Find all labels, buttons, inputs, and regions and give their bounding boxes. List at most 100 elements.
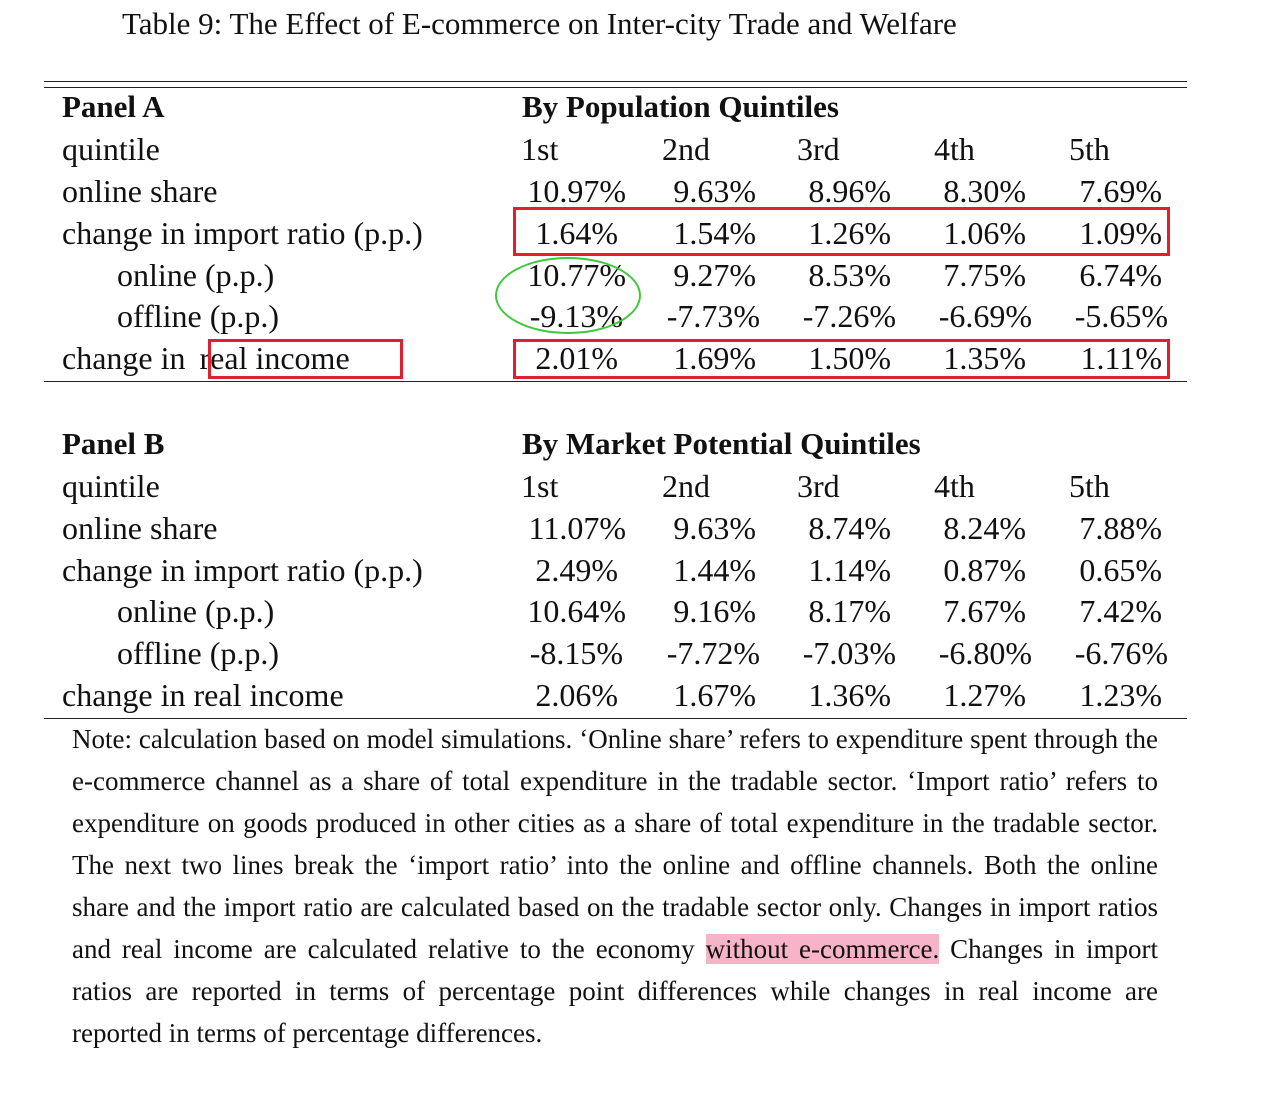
table-cell: 1.09%	[1079, 215, 1162, 251]
panel-a-group-header: By Population Quintiles	[522, 89, 839, 124]
green-circle-annotation	[495, 257, 641, 334]
table-caption: Table 9: The Effect of E-commerce on Int…	[122, 6, 957, 41]
table-cell: 1.27%	[943, 677, 1026, 713]
table-cell: 1.67%	[673, 677, 756, 713]
table-cell: 8.74%	[808, 510, 891, 546]
table-cell: 1.23%	[1079, 677, 1162, 713]
table-top-rule-1	[44, 81, 1187, 82]
row-label: online (p.p.)	[117, 593, 275, 629]
quintile-header: 3rd	[797, 131, 840, 167]
quintile-header: 4th	[934, 131, 975, 167]
table-cell: -7.26%	[802, 298, 896, 334]
quintile-header: 5th	[1069, 131, 1110, 167]
table-cell: 8.53%	[808, 257, 891, 293]
table-cell: 2.01%	[535, 340, 618, 376]
panel-a-real-income-row: change in real income 2.01% 1.69% 1.50% …	[0, 338, 1269, 378]
table-cell: 2.06%	[535, 677, 618, 713]
panel-b-quintile-row: quintile 1st 2nd 3rd 4th 5th	[0, 466, 1269, 506]
table-cell: 1.50%	[808, 340, 891, 376]
red-box-annotation-real-income-label	[208, 339, 403, 379]
row-label: change in import ratio (p.p.)	[62, 215, 423, 251]
table-cell: 7.88%	[1079, 510, 1162, 546]
table-cell: 1.54%	[673, 215, 756, 251]
table-cell: 9.16%	[673, 593, 756, 629]
table-cell: 1.35%	[943, 340, 1026, 376]
table-cell: 1.14%	[808, 552, 891, 588]
table-cell: -7.72%	[666, 635, 760, 671]
table-cell: 10.64%	[527, 593, 626, 629]
table-cell: 1.06%	[943, 215, 1026, 251]
table-cell: 11.07%	[528, 510, 626, 546]
quintile-header: 2nd	[662, 131, 710, 167]
table-cell: -7.03%	[802, 635, 896, 671]
table-cell: -6.69%	[938, 298, 1032, 334]
panel-b-header-row: Panel B By Market Potential Quintiles	[0, 424, 1269, 464]
table-cell: -8.15%	[529, 635, 623, 671]
table-cell: 8.96%	[808, 173, 891, 209]
quintile-header: 1st	[521, 131, 559, 167]
table-cell: 9.63%	[673, 173, 756, 209]
table-cell: 7.75%	[943, 257, 1026, 293]
table-cell: 1.64%	[535, 215, 618, 251]
table-cell: -5.65%	[1074, 298, 1168, 334]
note-highlighted-text: without e-commerce.	[705, 934, 940, 964]
quintile-header: 4th	[934, 468, 975, 504]
table-cell: -6.76%	[1074, 635, 1168, 671]
table-cell: 7.42%	[1079, 593, 1162, 629]
table-cell: 1.44%	[673, 552, 756, 588]
red-box-annotation-real-income-values	[513, 339, 1170, 379]
red-box-annotation-import-ratio	[513, 207, 1170, 256]
row-label: quintile	[62, 131, 160, 167]
table-cell: 7.69%	[1079, 173, 1162, 209]
table-cell: 1.69%	[673, 340, 756, 376]
panel-a-header-row: Panel A By Population Quintiles	[0, 87, 1269, 127]
quintile-header: 1st	[521, 468, 559, 504]
panel-a-online-share-row: online share 10.97% 9.63% 8.96% 8.30% 7.…	[0, 171, 1269, 211]
table-cell: 8.24%	[943, 510, 1026, 546]
table-cell: 1.36%	[808, 677, 891, 713]
table-cell: 1.11%	[1080, 340, 1162, 376]
table-cell: 7.67%	[943, 593, 1026, 629]
table-cell: 9.63%	[673, 510, 756, 546]
table-cell: 8.30%	[943, 173, 1026, 209]
quintile-header: 5th	[1069, 468, 1110, 504]
table-cell: -7.73%	[666, 298, 760, 334]
table-cell: 2.49%	[535, 552, 618, 588]
panel-b-label: Panel B	[62, 426, 165, 461]
row-label: online share	[62, 510, 218, 546]
panel-b-import-ratio-row: change in import ratio (p.p.) 2.49% 1.44…	[0, 550, 1269, 590]
row-label: offline (p.p.)	[117, 635, 280, 671]
row-label-suffix: real income	[199, 340, 350, 376]
row-label: change in import ratio (p.p.)	[62, 552, 423, 588]
table-cell: -6.80%	[938, 635, 1032, 671]
table-cell: 9.27%	[673, 257, 756, 293]
note-text-before: Note: calculation based on model simulat…	[72, 724, 1158, 964]
panel-b-online-share-row: online share 11.07% 9.63% 8.74% 8.24% 7.…	[0, 508, 1269, 548]
note-text-after: Changes in import ratios are reported in…	[72, 934, 1158, 1048]
quintile-header: 2nd	[662, 468, 710, 504]
row-label: change in real income	[62, 677, 344, 713]
quintile-header: 3rd	[797, 468, 840, 504]
table-cell: 8.17%	[808, 593, 891, 629]
panel-a-quintile-row: quintile 1st 2nd 3rd 4th 5th	[0, 129, 1269, 169]
row-label: change in real income	[62, 338, 350, 378]
panel-b-real-income-row: change in real income 2.06% 1.67% 1.36% …	[0, 675, 1269, 715]
panel-b-online-row: online (p.p.) 10.64% 9.16% 8.17% 7.67% 7…	[0, 591, 1269, 631]
table-cell: 0.65%	[1079, 552, 1162, 588]
panel-b-offline-row: offline (p.p.) -8.15% -7.72% -7.03% -6.8…	[0, 633, 1269, 673]
table-cell: 10.97%	[527, 173, 626, 209]
panel-a-label: Panel A	[62, 89, 165, 124]
panel-a-bottom-rule	[44, 381, 1187, 382]
row-label: online share	[62, 173, 218, 209]
table-cell: 6.74%	[1079, 257, 1162, 293]
table-cell: 0.87%	[943, 552, 1026, 588]
row-label-prefix: change in	[62, 340, 194, 376]
panel-b-group-header: By Market Potential Quintiles	[522, 426, 921, 461]
table-top-rule-2	[44, 87, 1187, 88]
table-cell: 1.26%	[808, 215, 891, 251]
row-label: offline (p.p.)	[117, 298, 280, 334]
row-label: quintile	[62, 468, 160, 504]
panel-b-bottom-rule	[44, 718, 1187, 719]
panel-a-import-ratio-row: change in import ratio (p.p.) 1.64% 1.54…	[0, 213, 1269, 253]
